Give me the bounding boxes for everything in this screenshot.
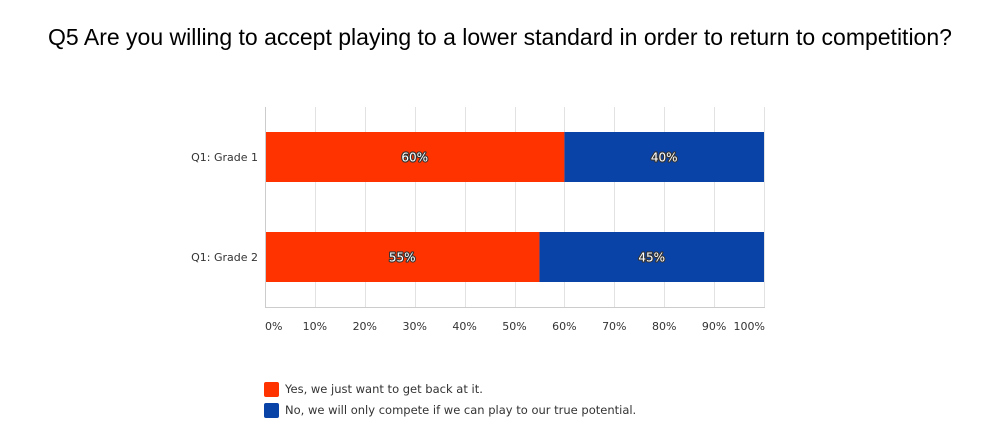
bar-segment xyxy=(265,232,540,282)
legend-swatch xyxy=(264,402,279,418)
x-tick-label: 30% xyxy=(402,320,426,333)
x-tick-label: 90% xyxy=(702,320,726,333)
legend-label: Yes, we just want to get back at it. xyxy=(285,382,483,396)
legend: Yes, we just want to get back at it. No, … xyxy=(264,379,636,421)
category-label: Q1: Grade 1 xyxy=(191,151,258,164)
x-tick-label: 70% xyxy=(602,320,626,333)
data-label: 55% xyxy=(389,251,416,265)
x-tick-label: 40% xyxy=(452,320,476,333)
legend-item: No, we will only compete if we can play … xyxy=(264,400,636,420)
legend-item: Yes, we just want to get back at it. xyxy=(264,379,636,399)
legend-swatch xyxy=(264,381,279,397)
bar-segment xyxy=(539,232,764,282)
x-tick-label: 50% xyxy=(502,320,526,333)
axes: Q1: Grade 1 Q1: Grade 2 0% 10% 20% 30% 40% 50% 6… xyxy=(191,107,765,333)
data-label: 60% xyxy=(401,151,428,165)
chart-title: Q5 Are you willing to accept playing to … xyxy=(48,24,952,50)
bar-segment xyxy=(265,132,565,182)
data-labels: 60% 40% 55% 45% xyxy=(388,149,679,265)
x-tick-label: 20% xyxy=(353,320,377,333)
category-label: Q1: Grade 2 xyxy=(191,251,258,264)
legend-label: No, we will only compete if we can play … xyxy=(285,403,637,417)
x-tick-label: 80% xyxy=(652,320,676,333)
data-label: 40% xyxy=(651,151,678,165)
x-tick-label: 60% xyxy=(552,320,576,333)
bar-segment xyxy=(564,132,764,182)
x-tick-label: 0% xyxy=(265,320,282,333)
bars xyxy=(265,132,764,282)
x-tick-label: 10% xyxy=(303,320,327,333)
x-tick-label: 100% xyxy=(734,320,765,333)
data-label: 45% xyxy=(638,251,665,265)
